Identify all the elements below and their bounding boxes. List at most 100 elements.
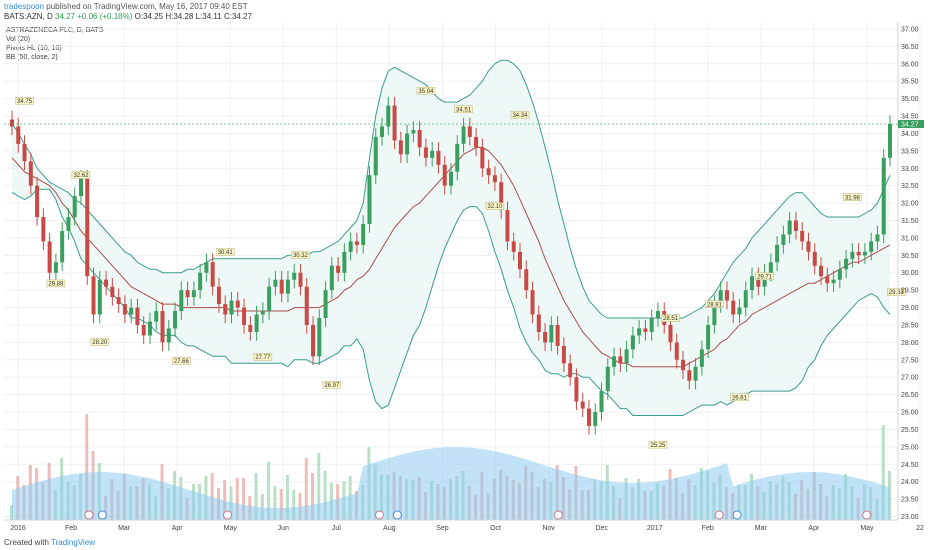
candle-body (285, 279, 290, 294)
pivot-label-high: 34.51 (454, 105, 473, 113)
pivot-label-text: 32.10 (487, 204, 503, 210)
candle-body (329, 265, 334, 291)
legend-bb[interactable]: BB (50, close, 2) (6, 54, 58, 61)
candle-body (530, 290, 535, 315)
pivot-label-text: 35.04 (418, 89, 434, 95)
candle-body (561, 345, 566, 364)
candle-body (430, 150, 435, 158)
candle-body (210, 262, 215, 287)
candle-body (166, 328, 171, 343)
candle (204, 253, 209, 282)
candle (756, 267, 761, 296)
earnings-marker (714, 510, 724, 520)
candle-body (637, 328, 642, 336)
candle-body (775, 244, 780, 263)
x-tick-label: Apr (808, 525, 820, 532)
candle (743, 281, 748, 317)
pivot-label-box (661, 314, 680, 322)
x-tick-label: 2016 (10, 525, 26, 532)
pivot-labels: 34.75 32.62 29.88 28.20 27.66 30.41 27.77 30.32… (15, 86, 906, 449)
close-value: C:34.27 (223, 12, 252, 21)
candle-body (599, 391, 604, 413)
candle (574, 368, 579, 411)
candle (216, 277, 221, 313)
candle (173, 302, 178, 338)
candle (624, 340, 629, 372)
candle-body (304, 286, 309, 325)
y-tick-label: 26.50 (901, 392, 919, 399)
candle (423, 138, 428, 167)
candle-body (806, 241, 811, 252)
candle (254, 305, 259, 341)
candle-body (298, 272, 303, 287)
pivot-label-text: 34.34 (512, 113, 528, 119)
candle (819, 257, 824, 285)
candle-body (756, 276, 761, 287)
candle (580, 392, 585, 418)
y-tick-label: 32.50 (901, 183, 919, 190)
candle-body (323, 290, 328, 319)
event-markers (84, 510, 872, 520)
candle (461, 117, 466, 153)
candle (304, 277, 309, 334)
legend-title[interactable]: ASTRAZENECA PLC, D, BATS (6, 27, 104, 34)
tradingview-link[interactable]: TradingView (51, 538, 96, 547)
pivot-label-box (71, 171, 91, 179)
candle-body (173, 311, 178, 329)
candle (154, 302, 159, 331)
candle-body (524, 269, 529, 291)
volume-bar (10, 505, 13, 520)
legend-pivots[interactable]: Pivots HL (10, 10) (6, 45, 62, 52)
candle-body (97, 279, 102, 315)
candle-body (10, 119, 14, 127)
last-price-box (898, 120, 924, 129)
y-tick-label: 35.00 (901, 96, 919, 103)
candle (405, 124, 410, 164)
candle-body (242, 307, 247, 325)
candle-body (793, 220, 798, 231)
candle (141, 316, 146, 345)
y-tick-label: 37.00 (901, 26, 919, 33)
pivot-label-text: 31.98 (845, 195, 861, 201)
volume-bar (881, 425, 885, 520)
candle (875, 225, 880, 251)
candle (72, 187, 77, 226)
candle (555, 316, 560, 355)
candle-body (423, 147, 428, 158)
candle (706, 316, 711, 359)
pivot-label-text: 29.88 (48, 282, 64, 288)
candle-body (580, 401, 585, 409)
bollinger-upper-line (11, 59, 891, 319)
event-circle (862, 510, 872, 520)
candle (398, 131, 403, 164)
candle (618, 347, 623, 372)
candle-body (104, 279, 109, 287)
event-circle (374, 510, 384, 520)
candle (342, 243, 347, 282)
candle-body (630, 335, 635, 350)
candle (612, 347, 617, 376)
candle-body (693, 366, 698, 381)
candle-body (198, 272, 203, 291)
pivot-label-low: 27.66 (172, 356, 191, 365)
candle (812, 243, 817, 275)
candle (348, 232, 353, 261)
published-text: published on TradingView.com, May 16, 20… (46, 2, 248, 11)
x-tick-label: Sep (436, 525, 449, 532)
x-tick-label: May (224, 525, 238, 532)
candle (97, 271, 102, 324)
candle (856, 243, 861, 265)
x-tick-label: Jul (332, 525, 341, 532)
candle (862, 243, 867, 265)
candle-body (731, 300, 736, 315)
candle-body (292, 272, 297, 280)
pivot-label-box (46, 279, 66, 288)
x-tick-label: 2017 (647, 525, 663, 532)
volume-bar (260, 494, 264, 520)
author-link[interactable]: tradespoon (4, 2, 45, 11)
candle (317, 309, 322, 366)
candle-body (549, 324, 554, 343)
y-tick-label: 36.50 (901, 44, 919, 51)
candle (122, 295, 127, 324)
